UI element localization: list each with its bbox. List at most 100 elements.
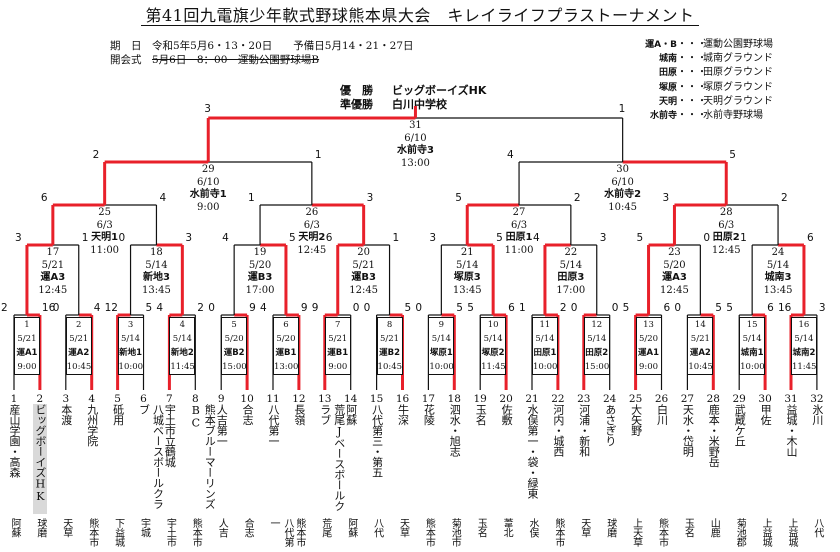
team-area: 玉名 [475, 518, 487, 537]
score-b: 0 [352, 302, 360, 314]
qf-match-info: 25 6/3 天明1 11:00 [75, 207, 135, 257]
score-b: 1 [392, 232, 400, 244]
match-no: 14 [694, 320, 706, 330]
venue-row: 天明・・・天明グラウンド [645, 95, 773, 109]
match-time: 15:00 [584, 362, 610, 372]
score-b: 1 [81, 232, 89, 244]
match-time: 10:45 [377, 362, 403, 372]
score-a: 5 [726, 302, 733, 314]
venue-name: 田原グラウンド [703, 67, 773, 79]
venue-name: 天明グラウンド [703, 95, 773, 107]
score-a: 4 [532, 232, 540, 244]
match-time: 13:45 [452, 284, 482, 296]
team-name: ビッグボーイズHK [32, 404, 47, 514]
team-no: 28 [706, 393, 720, 405]
r1-match-box: 4 5/14 新地2 11:45 [169, 317, 196, 375]
match-time: 12:45 [297, 244, 327, 256]
match-date: 5/14 [559, 259, 583, 271]
team-area: 熊本市 [423, 518, 435, 547]
score-b: 2 [559, 302, 567, 314]
match-time: 12:45 [711, 244, 741, 256]
match-date: 5/14 [766, 259, 790, 271]
team-area: 上益城 [786, 518, 797, 547]
match-no: 11 [539, 320, 551, 330]
match-time: 9:00 [639, 362, 659, 372]
score-b: 2 [573, 192, 581, 204]
team-name: 本渡 [59, 404, 73, 425]
score-b: 6 [663, 302, 671, 314]
match-time: 11:45 [170, 362, 195, 372]
match-time: 9:00 [197, 201, 220, 213]
venue-row: 塚原・・・塚原グラウンド [645, 81, 773, 95]
match-venue: 運A3 [40, 272, 66, 283]
team-no: 12 [292, 393, 306, 405]
match-no: 31 [409, 120, 422, 131]
match-time: 12:45 [660, 284, 689, 296]
match-time: 9:00 [17, 362, 37, 372]
match-venue: 塚原2 [481, 348, 505, 358]
score-a: 5 [455, 192, 462, 204]
match-venue: 塚原1 [429, 348, 453, 358]
match-time: 13:00 [273, 362, 299, 372]
match-no: 23 [668, 247, 681, 258]
match-date: 5/14 [145, 259, 168, 271]
team-no: 11 [266, 393, 280, 405]
team-name: 花陵 [422, 404, 436, 425]
match-date: 5/14 [431, 334, 451, 344]
venue-dots: ・・・ [677, 95, 707, 107]
match-time: 13:45 [142, 284, 171, 296]
match-date: 5/14 [456, 259, 479, 271]
venue-name: 水前寺野球場 [703, 109, 763, 121]
match-date: 5/21 [41, 259, 65, 271]
schedule-period: 期 日 令和5年5月6・13・20日 予備日5月14・21・27日 [110, 40, 414, 52]
match-no: 19 [253, 247, 267, 258]
score-b: 1 [314, 149, 322, 161]
r1-match-box: 2 5/21 運A2 10:45 [65, 317, 92, 375]
score-a: 5 [636, 232, 644, 244]
venue-dots: ・・・ [677, 81, 707, 93]
team-name: 鹿本・米野岳 [707, 404, 721, 467]
match-no: 6 [283, 320, 289, 330]
score-b: 4 [159, 192, 167, 204]
match-time: 10:00 [118, 362, 144, 372]
team-area: 上天草 [630, 518, 642, 547]
r1-match-box: 1 5/21 運A1 9:00 [13, 317, 40, 375]
team-area: 球磨 [34, 518, 46, 537]
result-box: 優 勝ビッグボーイズHK 準優勝 白川中学校 [340, 84, 487, 111]
match-time: 11:45 [791, 362, 817, 372]
venue-code: 塚原 [658, 82, 677, 93]
score-b: 2 [197, 302, 204, 314]
score-b: 5 [145, 302, 153, 314]
match-no: 22 [564, 247, 578, 258]
match-no: 18 [150, 247, 163, 258]
score-b: 5 [496, 232, 503, 244]
team-no: 32 [810, 393, 824, 405]
r1-match-box: 11 5/14 田原1 10:00 [531, 317, 558, 375]
team-name: 佐敷 [500, 404, 514, 425]
r2-match-info: 17 5/21 運A3 12:45 [23, 247, 83, 297]
r1-match-box: 12 5/14 田原2 15:00 [583, 317, 610, 375]
match-venue: 運A1 [638, 348, 660, 358]
r1-match-box: 16 5/14 城南2 11:45 [790, 317, 817, 375]
team-no: 16 [395, 393, 410, 405]
score-a: 2 [92, 149, 100, 161]
score-b: 5 [715, 302, 722, 314]
match-time: 13:00 [401, 157, 430, 169]
score-b: 16 [41, 302, 56, 314]
score-a: 0 [363, 302, 371, 314]
team-no: 31 [784, 393, 798, 405]
team-name: 九州学院 [85, 404, 99, 446]
score-b: 6 [767, 302, 774, 314]
match-venue: 運A2 [689, 348, 711, 358]
match-venue: 運B3 [351, 272, 376, 283]
match-no: 29 [201, 164, 215, 175]
match-date: 6/10 [404, 132, 427, 144]
match-venue: 水前寺1 [189, 189, 227, 200]
r1-match-box: 14 5/21 運A2 10:45 [687, 317, 714, 375]
team-name: 八代第三・第五 [370, 404, 384, 478]
match-no: 9 [438, 320, 445, 330]
match-date: 5/21 [328, 334, 348, 344]
venue-row: 田原・・・田原グラウンド [645, 66, 773, 80]
match-date: 5/14 [794, 334, 814, 344]
match-time: 10:00 [429, 362, 454, 372]
